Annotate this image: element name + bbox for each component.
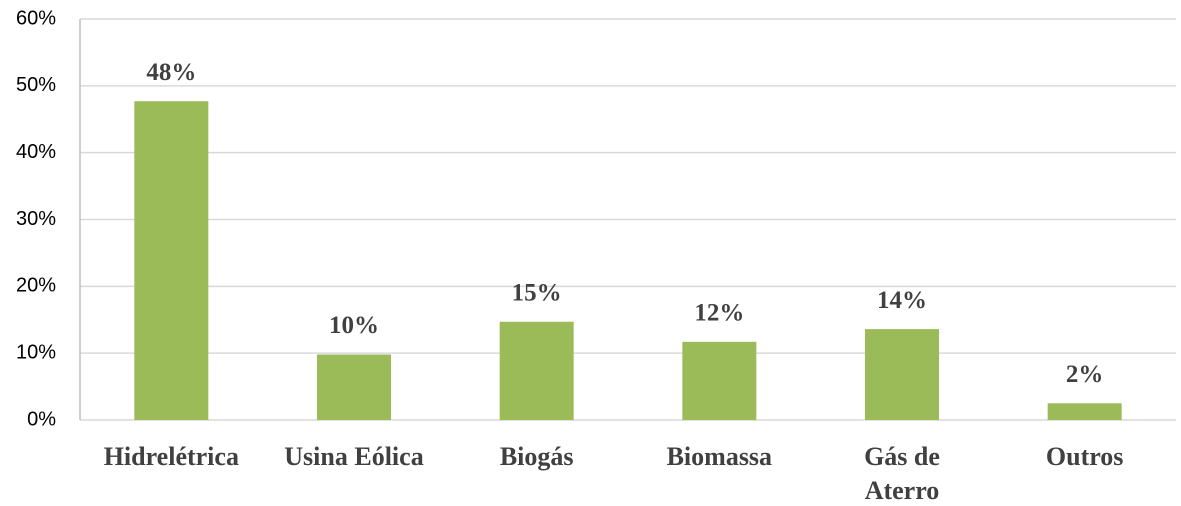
bar	[317, 354, 391, 420]
data-label: 12%	[694, 300, 744, 327]
y-tick-label: 10%	[16, 341, 56, 363]
x-tick-label: Hidrelétrica	[104, 442, 239, 471]
y-tick-label: 50%	[16, 74, 56, 96]
y-tick-label: 60%	[16, 7, 56, 29]
y-tick-label: 40%	[16, 141, 56, 163]
x-tick-label: Outros	[1046, 442, 1124, 471]
data-label: 10%	[329, 312, 379, 339]
bar	[134, 101, 209, 420]
x-tick-label: Biogás	[500, 442, 574, 471]
data-label: 15%	[512, 279, 562, 306]
data-label: 14%	[877, 287, 927, 314]
data-label: 2%	[1066, 361, 1104, 388]
y-tick-label: 30%	[16, 208, 56, 230]
bar	[682, 341, 757, 420]
x-tick-label: Biomassa	[667, 442, 772, 471]
bar	[865, 329, 939, 420]
data-label: 48%	[146, 59, 196, 86]
x-tick-label: Gás de Aterro	[864, 442, 940, 505]
bar	[499, 321, 574, 420]
y-tick-label: 20%	[16, 275, 56, 297]
bar	[1047, 403, 1122, 420]
y-tick-label: 0%	[27, 408, 56, 430]
x-tick-label: Usina Eólica	[284, 442, 423, 471]
